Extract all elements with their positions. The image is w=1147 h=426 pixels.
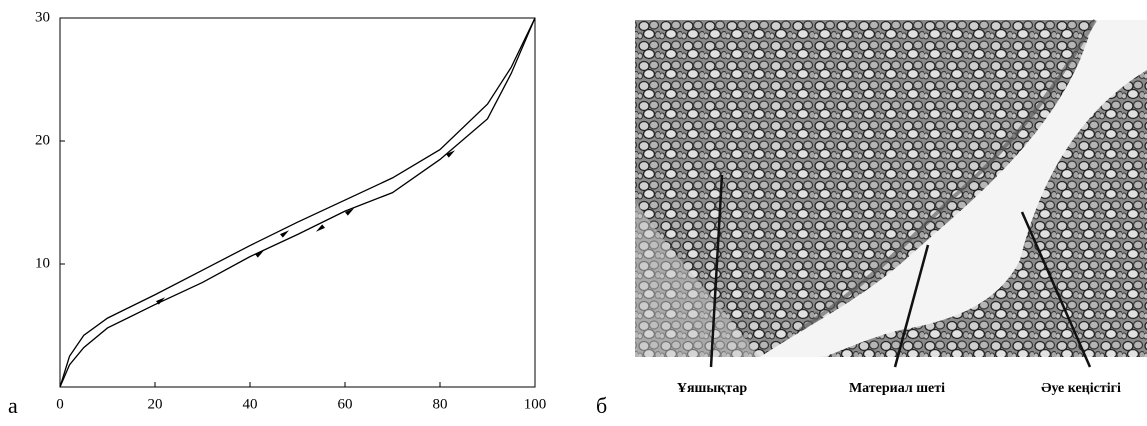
arrow-head	[345, 208, 355, 216]
leader-line	[1020, 211, 1092, 368]
x-tick-label: 100	[524, 396, 547, 412]
micrograph	[635, 18, 1147, 357]
leaders	[709, 174, 1092, 368]
x-tick-label: 40	[243, 396, 258, 412]
panel-label: б	[596, 393, 607, 418]
x-tick-label: 20	[148, 396, 163, 412]
leader-line	[893, 244, 930, 368]
micrograph-label: Материал шеті	[849, 381, 945, 396]
panel-label: а	[8, 393, 18, 418]
y-tick-label: 20	[35, 132, 50, 148]
air-space	[760, 20, 1147, 357]
leader-line	[709, 174, 724, 368]
arrow-head	[280, 230, 290, 238]
y-tick-label: 10	[35, 255, 50, 271]
arrow-head	[156, 297, 166, 305]
arrow-head	[255, 250, 265, 258]
arrow-head	[315, 224, 325, 232]
micrograph-label: Әуе кеңістігі	[1041, 381, 1121, 396]
material-edge	[798, 18, 1097, 332]
arrow-head	[446, 150, 456, 158]
curve	[59, 17, 536, 388]
plot-frame	[59, 17, 536, 388]
y-tick-label: 30	[35, 9, 50, 25]
x-tick-label: 80	[433, 396, 448, 412]
x-tick-label: 0	[56, 396, 64, 412]
pale-region	[635, 200, 760, 357]
micrograph-label: Ұяшықтар	[677, 381, 748, 396]
x-tick-label: 60	[338, 396, 353, 412]
curve	[59, 17, 536, 388]
